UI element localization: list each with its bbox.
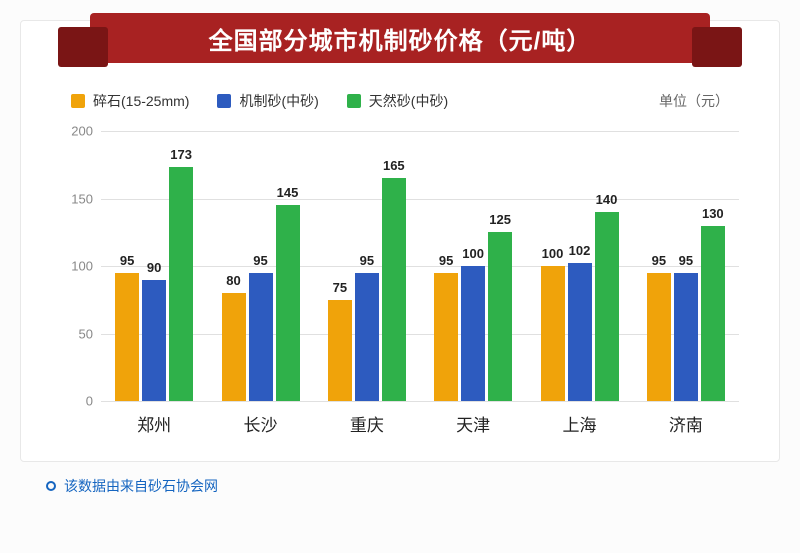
bar-value-label: 100 <box>462 246 484 261</box>
bar: 165 <box>382 178 406 401</box>
bar: 173 <box>169 167 193 401</box>
xtick-label: 长沙 <box>244 411 278 436</box>
bar-value-label: 165 <box>383 158 405 173</box>
plot-region: 0501001502009590173郑州8095145长沙7595165重庆9… <box>101 131 739 401</box>
chart-area: 0501001502009590173郑州8095145长沙7595165重庆9… <box>61 121 739 441</box>
bar-value-label: 100 <box>542 246 564 261</box>
title-banner: 全国部分城市机制砂价格（元/吨） <box>21 13 779 73</box>
legend-label: 机制砂(中砂) <box>239 91 318 111</box>
bar-value-label: 102 <box>569 243 591 258</box>
bar: 80 <box>222 293 246 401</box>
bar-value-label: 95 <box>439 253 453 268</box>
legend-swatch <box>217 94 231 108</box>
bar: 90 <box>142 280 166 402</box>
bar-value-label: 130 <box>702 206 724 221</box>
gridline <box>101 266 739 267</box>
legend-row: 碎石(15-25mm) 机制砂(中砂) 天然砂(中砂) 单位（元） <box>21 73 779 121</box>
bar: 102 <box>568 263 592 401</box>
legend-label: 天然砂(中砂) <box>369 91 448 111</box>
chart-card: 全国部分城市机制砂价格（元/吨） 碎石(15-25mm) 机制砂(中砂) 天然砂… <box>20 20 780 462</box>
bar-value-label: 145 <box>277 185 299 200</box>
bar: 95 <box>647 273 671 401</box>
ytick-label: 50 <box>61 326 93 341</box>
legend-label: 碎石(15-25mm) <box>93 91 189 111</box>
bar: 95 <box>355 273 379 401</box>
bar: 100 <box>541 266 565 401</box>
bar: 95 <box>434 273 458 401</box>
chart-title: 全国部分城市机制砂价格（元/吨） <box>209 21 592 56</box>
bar-value-label: 75 <box>333 280 347 295</box>
unit-label: 单位（元） <box>659 91 729 111</box>
legend-item-natural-sand: 天然砂(中砂) <box>347 91 448 111</box>
bar: 95 <box>249 273 273 401</box>
bar: 130 <box>701 226 725 402</box>
bar: 75 <box>328 300 352 401</box>
gridline <box>101 199 739 200</box>
bullet-icon <box>46 481 56 491</box>
bar: 145 <box>276 205 300 401</box>
legend-item-crushed-stone: 碎石(15-25mm) <box>71 91 189 111</box>
bar-value-label: 95 <box>679 253 693 268</box>
legend-swatch <box>71 94 85 108</box>
bar: 125 <box>488 232 512 401</box>
xtick-label: 济南 <box>669 411 703 436</box>
bar-value-label: 125 <box>489 212 511 227</box>
bar-value-label: 95 <box>253 253 267 268</box>
legend-swatch <box>347 94 361 108</box>
legend-item-machine-sand: 机制砂(中砂) <box>217 91 318 111</box>
gridline <box>101 401 739 402</box>
city-group: 9595130济南 <box>647 131 725 401</box>
city-group: 9590173郑州 <box>115 131 193 401</box>
ytick-label: 100 <box>61 259 93 274</box>
ytick-label: 200 <box>61 124 93 139</box>
ytick-label: 150 <box>61 191 93 206</box>
bar-value-label: 95 <box>360 253 374 268</box>
city-group: 8095145长沙 <box>222 131 300 401</box>
bar-value-label: 140 <box>596 192 618 207</box>
bar: 100 <box>461 266 485 401</box>
gridline <box>101 131 739 132</box>
bar-value-label: 95 <box>652 253 666 268</box>
banner-ribbon: 全国部分城市机制砂价格（元/吨） <box>90 13 710 63</box>
gridline <box>101 334 739 335</box>
bar: 95 <box>674 273 698 401</box>
bar-value-label: 173 <box>170 147 192 162</box>
bar: 140 <box>595 212 619 401</box>
city-group: 95100125天津 <box>434 131 512 401</box>
bar: 95 <box>115 273 139 401</box>
bar-value-label: 95 <box>120 253 134 268</box>
xtick-label: 上海 <box>563 411 597 436</box>
xtick-label: 天津 <box>456 411 490 436</box>
bar-value-label: 80 <box>226 273 240 288</box>
xtick-label: 郑州 <box>137 411 171 436</box>
ytick-label: 0 <box>61 394 93 409</box>
footer-note-text: 该数据由来自砂石协会网 <box>64 476 218 496</box>
city-group: 100102140上海 <box>541 131 619 401</box>
city-group: 7595165重庆 <box>328 131 406 401</box>
xtick-label: 重庆 <box>350 411 384 436</box>
bar-value-label: 90 <box>147 260 161 275</box>
footer-note: 该数据由来自砂石协会网 <box>46 476 800 496</box>
